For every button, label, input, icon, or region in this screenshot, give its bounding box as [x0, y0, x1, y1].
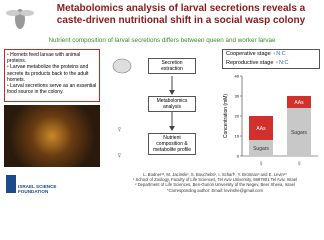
legend: Cooperative stage ♀N:C Reproductive stag… [222, 49, 320, 69]
title-line: caste-driven nutritional shift in a soci… [56, 15, 306, 26]
graphical-abstract: Metabolomics analysis of larval secretio… [0, 0, 324, 200]
logo-text: FOUNDATION [18, 189, 49, 194]
bullet: Larval secretions serve as an essential … [7, 83, 97, 95]
bar-segment [287, 96, 311, 108]
bar-segment [249, 116, 273, 140]
y-tick-label: 10 [235, 134, 240, 139]
chart: Concentration (mM) 0 10 20 30 40 Sugars AAs ♀ Sug… [223, 74, 318, 168]
y-tick-label: 20 [235, 114, 240, 119]
segment-label: AAs [256, 126, 266, 132]
legend-item: Reproductive stage ♀N:C [226, 59, 319, 68]
segment-label: Sugars [253, 146, 269, 152]
logo-text: ISRAEL SCIENCE [18, 184, 57, 189]
y-axis-label: Concentration (mM) [223, 94, 229, 139]
female-symbol: ♀ [258, 159, 264, 168]
svg-text:♀: ♀ [116, 124, 123, 134]
y-tick-label: 30 [235, 94, 240, 99]
female-symbol: ♀ [296, 159, 302, 168]
legend-ratio: ♀N:C [274, 60, 289, 66]
segment-label: AAs [294, 100, 304, 106]
flow-step: Nutrient composition & metabolite profil… [148, 133, 196, 155]
segment-label: Sugars [291, 130, 307, 136]
flow-arrows: ♀♀ [112, 58, 175, 160]
authors: L. Bodner¹², M. Jacinski², S. Bouchebti¹… [143, 172, 287, 177]
wasp-icon [6, 9, 34, 29]
flow-step: Metabolomics analysis [148, 96, 196, 112]
legend-item: Cooperative stage ♀N:C [226, 50, 319, 59]
hornet-photo [4, 105, 100, 167]
legend-label: Reproductive stage [226, 60, 274, 66]
title: Metabolomics analysis of larval secretio… [40, 3, 322, 27]
affiliation: ² Department of Life Sciences, Ben-Gurio… [135, 182, 295, 188]
affiliation: ¹ School of Zoology, Faculty of Life Sci… [132, 177, 297, 183]
authors-block: L. Bodner¹², M. Jacinski², S. Bouchebti¹… [108, 172, 322, 193]
logo: ISRAEL SCIENCE FOUNDATION [18, 184, 56, 194]
bar-segment [249, 140, 273, 156]
title-line: Metabolomics analysis of larval secretio… [56, 3, 306, 14]
affiliation: *Corresponding author: Email: levinshe@g… [167, 187, 263, 193]
logo-icon [6, 175, 16, 193]
bar-segment [287, 108, 311, 156]
legend-label: Cooperative stage [226, 51, 271, 57]
y-tick-label: 0 [237, 154, 240, 159]
svg-text:♀: ♀ [116, 150, 123, 160]
bullet: Larvae metabolize the proteins and secre… [7, 64, 97, 83]
subtitle: Nutrient composition of larval secretion… [48, 37, 276, 44]
bullet: Hornets feed larvae with animal proteins… [7, 52, 97, 64]
flow-step: Secretion extraction [148, 58, 196, 74]
bullet-box: Hornets feed larvae with animal proteins… [4, 49, 100, 102]
y-tick-label: 40 [235, 74, 240, 79]
legend-ratio: ♀N:C [272, 51, 286, 57]
